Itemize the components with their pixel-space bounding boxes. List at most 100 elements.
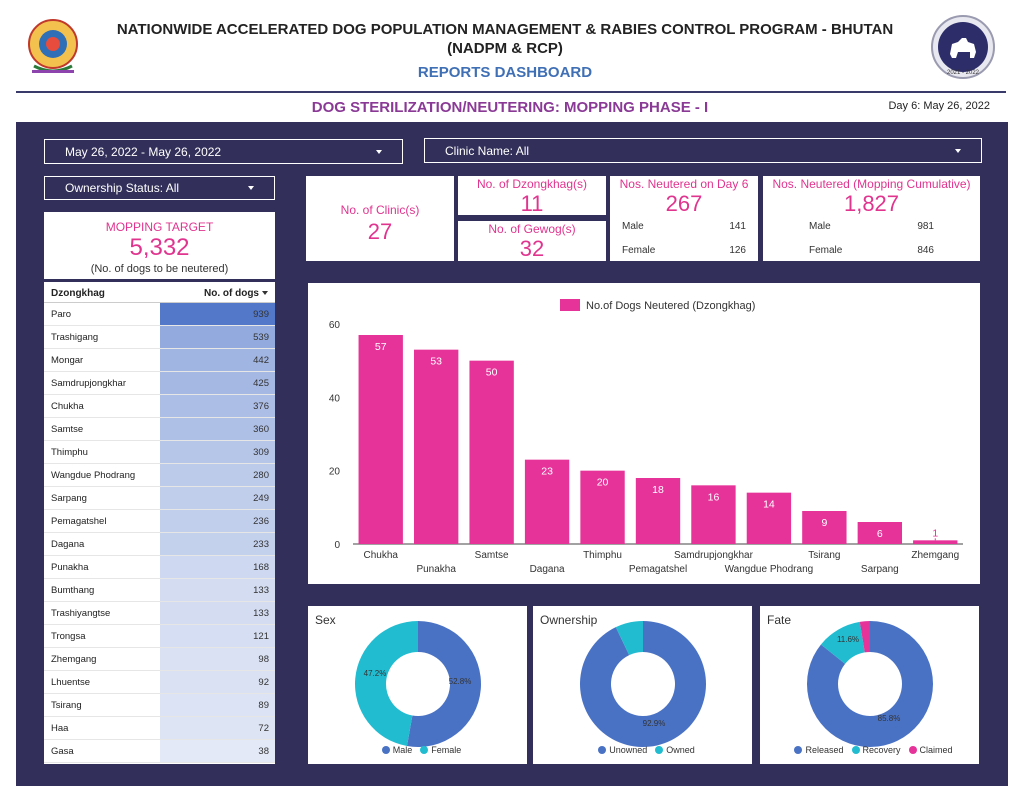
sex-donut-card: Sex 52.8% 47.2% Male Female — [308, 606, 527, 764]
legend-label: Unowned — [609, 745, 648, 755]
table-row[interactable]: Trongsa 121 — [44, 625, 275, 648]
sort-desc-icon[interactable] — [262, 291, 268, 295]
bar-tsirang — [802, 511, 847, 544]
table-row[interactable]: Samtse 360 — [44, 418, 275, 441]
value-heat-cell — [160, 602, 275, 624]
chevron-down-icon — [376, 149, 382, 154]
table-row[interactable]: Pemagatshel 236 — [44, 510, 275, 533]
bar-punakha — [414, 349, 459, 544]
donut-slice-claimed — [859, 621, 870, 653]
dog-count: 38 — [258, 746, 269, 757]
dog-count: 425 — [253, 378, 269, 389]
bar-zhemgang — [913, 540, 958, 544]
cumulative-value: 1,827 — [843, 191, 900, 216]
value-heat-cell — [160, 395, 275, 417]
value-heat-cell — [160, 671, 275, 693]
fate-donut-svg: 85.8% 11.6% — [807, 621, 933, 747]
ownership-donut-svg: 92.9% — [580, 621, 706, 747]
dzongkhag-name: Tsirang — [51, 700, 82, 711]
x-tick-label: Zhemgang — [911, 550, 959, 561]
table-row[interactable]: Tsirang 89 — [44, 694, 275, 717]
x-tick-label: Samdrupjongkhar — [674, 550, 754, 561]
x-tick-label: Tsirang — [808, 550, 840, 561]
dzongkhag-name: Bumthang — [51, 585, 95, 596]
clinic-value: Clinic Name: All — [445, 143, 530, 158]
value-heat-cell — [160, 303, 275, 325]
table-row[interactable]: Punakha 168 — [44, 556, 275, 579]
col-dzongkhag-header[interactable]: Dzongkhag — [51, 288, 105, 299]
dog-count: 133 — [253, 585, 269, 596]
bar-value-label: 1 — [932, 527, 938, 539]
table-row[interactable]: Lhuentse 92 — [44, 671, 275, 694]
bar-dagana — [524, 459, 570, 544]
header-divider — [16, 91, 1006, 93]
date-range-dropdown[interactable]: May 26, 2022 - May 26, 2022 — [44, 139, 403, 164]
value-heat-cell — [160, 625, 275, 647]
table-row[interactable]: Trashigang 539 — [44, 326, 275, 349]
dog-count: 233 — [253, 539, 269, 550]
clinic-dropdown[interactable]: Clinic Name: All — [424, 138, 982, 163]
legend-label: Recovery — [862, 745, 901, 755]
ownership-value: Ownership Status: All — [65, 181, 180, 195]
cumulative-label: Nos. Neutered (Mopping Cumulative) — [772, 177, 971, 191]
col-dogs-header[interactable]: No. of dogs — [204, 288, 259, 299]
dzongkhag-name: Haa — [51, 723, 69, 734]
donut-slice-released — [807, 621, 933, 747]
chevron-down-icon — [955, 148, 961, 153]
dog-count: 89 — [258, 700, 269, 711]
table-row[interactable]: Chukha 376 — [44, 395, 275, 418]
donut-slice-female — [354, 621, 418, 747]
dzongkhag-name: Gasa — [51, 746, 74, 757]
value-heat-cell — [160, 326, 275, 348]
value-heat-cell — [160, 694, 275, 716]
date-range-value: May 26, 2022 - May 26, 2022 — [65, 144, 222, 159]
dog-count: 72 — [258, 723, 269, 734]
donut-slice-recovery — [820, 621, 865, 664]
value-heat-cell — [160, 717, 275, 739]
dzongkhag-name: Samtse — [51, 424, 84, 435]
value-heat-cell — [160, 740, 275, 762]
sex-legend: Male Female — [308, 745, 527, 755]
value-heat-cell — [160, 556, 275, 578]
table-row[interactable]: Paro 939 — [44, 303, 275, 326]
dzongkhag-name: Trashiyangtse — [51, 608, 111, 619]
day6-female-label: Female — [622, 245, 656, 256]
bar-value-label: 9 — [821, 517, 827, 529]
chevron-down-icon — [248, 186, 254, 190]
x-tick-label: Samtse — [475, 550, 509, 561]
dzongkhag-name: Mongar — [51, 355, 84, 366]
table-row[interactable]: Dagana 233 — [44, 533, 275, 556]
bar-value-label: 18 — [652, 484, 664, 496]
y-tick-label: 20 — [329, 467, 341, 478]
sex-donut-title: Sex — [315, 613, 336, 627]
bar-pemagatshel — [635, 478, 681, 544]
dog-count: 121 — [253, 631, 269, 642]
dzongkhag-name: Thimphu — [51, 447, 88, 458]
x-tick-label: Sarpang — [861, 564, 899, 575]
table-row[interactable]: Gasa 38 — [44, 740, 275, 763]
cumulative-male-value: 981 — [917, 221, 934, 232]
table-row[interactable]: Trashiyangtse 133 — [44, 602, 275, 625]
slice-value-label: 92.9% — [643, 719, 666, 728]
fate-legend: Released Recovery Claimed — [760, 745, 979, 755]
table-row[interactable]: Bumthang 133 — [44, 579, 275, 602]
gewogs-value: 32 — [519, 236, 545, 261]
dog-count: 442 — [253, 355, 269, 366]
bar-value-label: 20 — [597, 477, 609, 489]
dog-count: 98 — [258, 654, 269, 665]
table-row[interactable]: Zhemgang 98 — [44, 648, 275, 671]
table-row[interactable]: Samdrupjongkhar 425 — [44, 372, 275, 395]
fate-donut-card: Fate 85.8% 11.6% Released Recovery Claimed — [760, 606, 979, 764]
target-label: MOPPING TARGET — [105, 220, 214, 234]
legend-dot — [381, 746, 390, 754]
legend-label: Owned — [666, 745, 695, 755]
ownership-dropdown[interactable]: Ownership Status: All — [44, 176, 275, 200]
table-row[interactable]: Haa 72 — [44, 717, 275, 740]
ownership-legend: Unowned Owned — [533, 745, 752, 755]
table-row[interactable]: Wangdue Phodrang 280 — [44, 464, 275, 487]
table-row[interactable]: Mongar 442 — [44, 349, 275, 372]
value-heat-cell — [160, 533, 275, 555]
dog-count: 939 — [253, 309, 269, 320]
table-row[interactable]: Thimphu 309 — [44, 441, 275, 464]
table-row[interactable]: Sarpang 249 — [44, 487, 275, 510]
